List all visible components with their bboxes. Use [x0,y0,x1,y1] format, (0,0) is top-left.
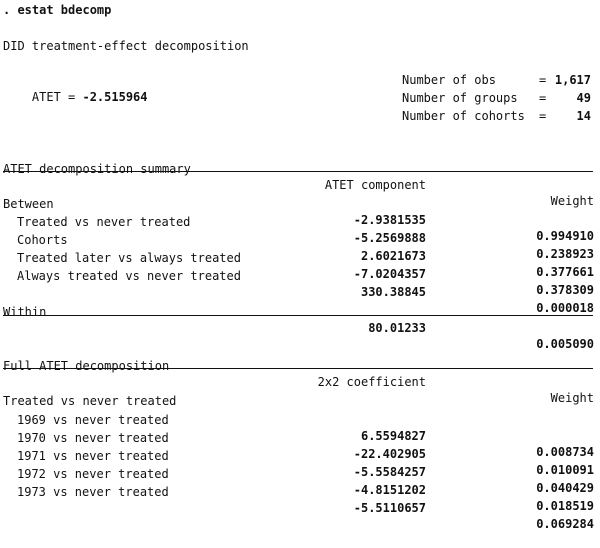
stat-groups-value: 49 [576,91,591,105]
table-row: 1973 vs never treated -5.5110657 0.06928… [3,468,594,531]
table-row: 1971 vs never treated -5.5584257 0.04042… [3,432,594,495]
row-label: 1972 vs never treated [17,467,169,481]
row-weight: 0.238923 [536,247,594,261]
row-label: 1971 vs never treated [17,449,169,463]
command-line: . estat bdecomp [3,3,112,17]
table-row: 1969 vs never treated 6.5594827 0.008734 [3,396,594,459]
table-row: 1970 vs never treated -22.402905 0.01009… [3,414,594,477]
stat-groups-eq: = [539,91,547,105]
row-weight: 0.069284 [536,517,594,531]
stat-cohorts-value: 14 [576,109,591,123]
summary-header-col2: Weight [550,194,594,208]
atet-label: ATET = [31,90,83,104]
full-header-rule [3,368,593,369]
summary-footer-rule [3,315,593,316]
row-label: Cohorts [17,233,68,247]
row-value: -22.402905 [353,447,426,461]
atet-value: -2.515964 [82,90,148,104]
summary-header-label: ATET decomposition summary [3,162,191,176]
group-label: Treated vs never treated [3,394,177,408]
summary-header-rule [3,171,593,172]
row-label: Within [3,305,47,319]
row-value: 6.5594827 [360,429,426,443]
row-weight: 0.005090 [536,337,594,351]
summary-header-col1: ATET component [324,178,426,192]
full-header-col2: Weight [550,391,594,405]
atet-line: ATET = -2.515964 [3,73,594,104]
stat-cohorts-eq: = [539,109,547,123]
stat-cohorts-label: Number of cohorts [402,109,525,123]
row-weight: 0.010091 [536,463,594,477]
table-row: 1972 vs never treated -4.8151202 0.01851… [3,450,594,513]
row-label: Treated vs never treated [17,215,191,229]
stat-obs-label: Number of obs [402,73,496,87]
row-weight: 0.377661 [536,265,594,279]
full-header-label: Full ATET decomposition [3,359,170,373]
row-value: 2.6021673 [360,249,426,263]
group-label-row: Treated vs never treated [3,377,594,408]
row-value: 80.01233 [368,321,426,335]
row-weight: 0.994910 [536,229,594,243]
row-label: Always treated vs never treated [17,269,241,283]
full-header-row: Full ATET decomposition 2x2 coefficient … [3,342,594,405]
output-title: DID treatment-effect decomposition [3,39,249,53]
table-row: Within 80.01233 0.005090 [3,288,594,351]
row-label: Between [3,197,54,211]
table-row: Between -2.9381535 0.994910 [3,180,594,243]
row-weight: 0.008734 [536,445,594,459]
row-label: 1970 vs never treated [17,431,169,445]
stat-obs-value: 1,617 [554,73,591,87]
row-label: 1969 vs never treated [17,413,169,427]
row-weight: 0.018519 [536,499,594,513]
table-row: Cohorts 2.6021673 0.377661 [3,216,594,279]
stat-obs-eq: = [539,73,547,87]
row-label: Treated later vs always treated [17,251,241,265]
table-row: Treated vs never treated -5.2569888 0.23… [3,198,594,261]
row-value: -4.8151202 [353,483,426,497]
row-weight: 0.378309 [536,283,594,297]
row-value: -5.5110657 [353,501,426,515]
table-row: Treated later vs always treated -7.02043… [3,234,594,297]
row-value: -5.5584257 [353,465,426,479]
table-row: Always treated vs never treated 330.3884… [3,252,594,315]
row-value: 330.38845 [360,285,426,299]
row-value: -2.9381535 [353,213,426,227]
row-value: -5.2569888 [353,231,426,245]
row-label: 1973 vs never treated [17,485,169,499]
full-header-col1: 2x2 coefficient [317,375,426,389]
row-weight: 0.000018 [536,301,594,315]
stata-output: . estat bdecomp DID treatment-effect dec… [3,3,594,531]
stat-groups-label: Number of groups [402,91,518,105]
summary-header-row: ATET decomposition summary ATET componen… [3,145,594,208]
row-value: -7.0204357 [353,267,426,281]
